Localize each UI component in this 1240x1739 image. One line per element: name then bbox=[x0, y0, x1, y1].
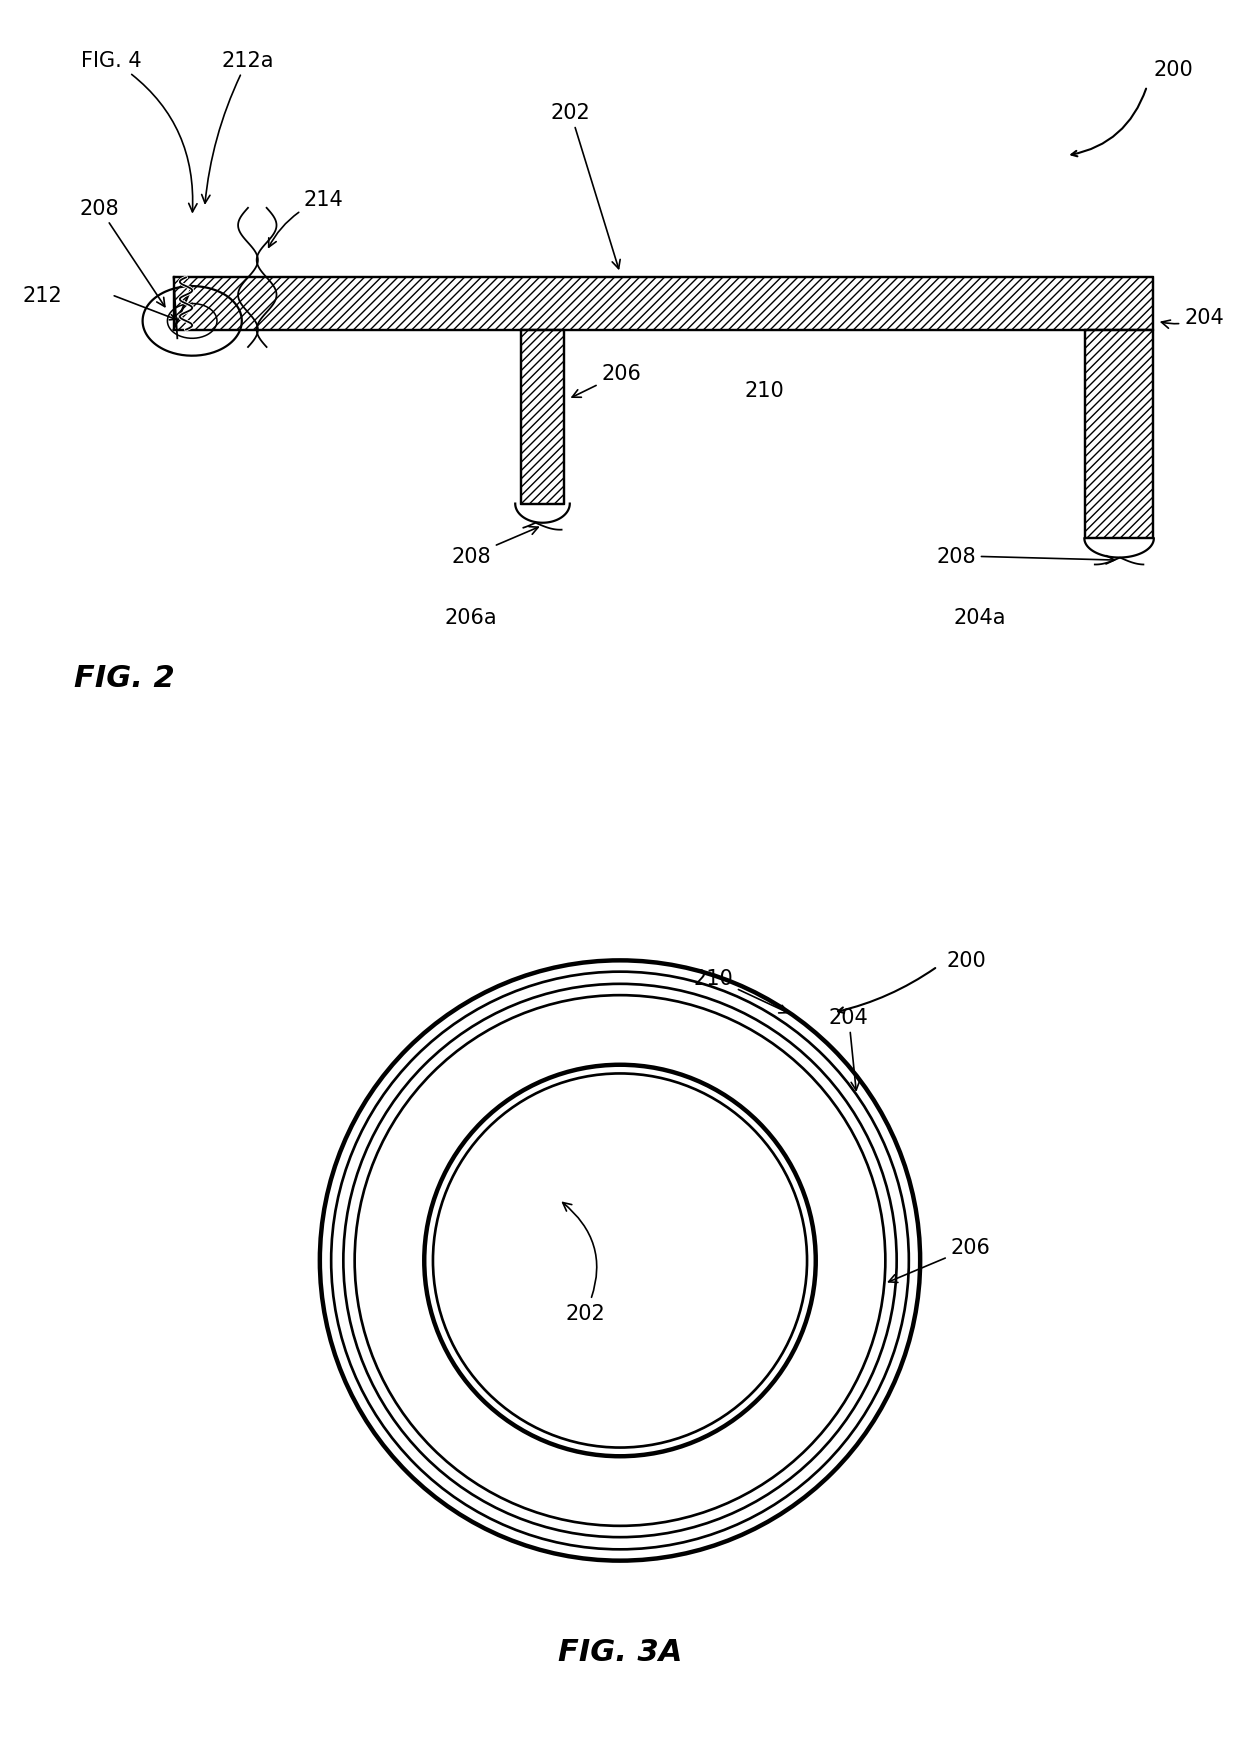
Text: 212: 212 bbox=[22, 285, 62, 306]
Text: FIG. 2: FIG. 2 bbox=[74, 664, 175, 692]
Text: 202: 202 bbox=[563, 1203, 605, 1323]
Polygon shape bbox=[521, 330, 564, 504]
Text: 200: 200 bbox=[1153, 59, 1193, 80]
Text: 212a: 212a bbox=[202, 50, 274, 203]
Polygon shape bbox=[1085, 330, 1153, 539]
Text: 202: 202 bbox=[551, 103, 620, 270]
Text: FIG. 3A: FIG. 3A bbox=[558, 1638, 682, 1666]
Text: 204a: 204a bbox=[954, 607, 1006, 628]
Text: 200: 200 bbox=[946, 951, 986, 970]
Text: 204: 204 bbox=[1162, 308, 1224, 329]
Text: 206: 206 bbox=[572, 363, 641, 398]
Text: 204: 204 bbox=[828, 1007, 868, 1090]
Polygon shape bbox=[174, 278, 1153, 330]
Text: 206a: 206a bbox=[445, 607, 497, 628]
Text: FIG. 4: FIG. 4 bbox=[81, 50, 197, 212]
Text: 210: 210 bbox=[744, 381, 784, 402]
Text: 214: 214 bbox=[269, 190, 343, 249]
Text: 206: 206 bbox=[889, 1238, 991, 1283]
Text: 208: 208 bbox=[79, 198, 165, 308]
Text: 208: 208 bbox=[936, 546, 1115, 567]
Text: 210: 210 bbox=[693, 969, 787, 1014]
Text: 208: 208 bbox=[451, 527, 538, 567]
